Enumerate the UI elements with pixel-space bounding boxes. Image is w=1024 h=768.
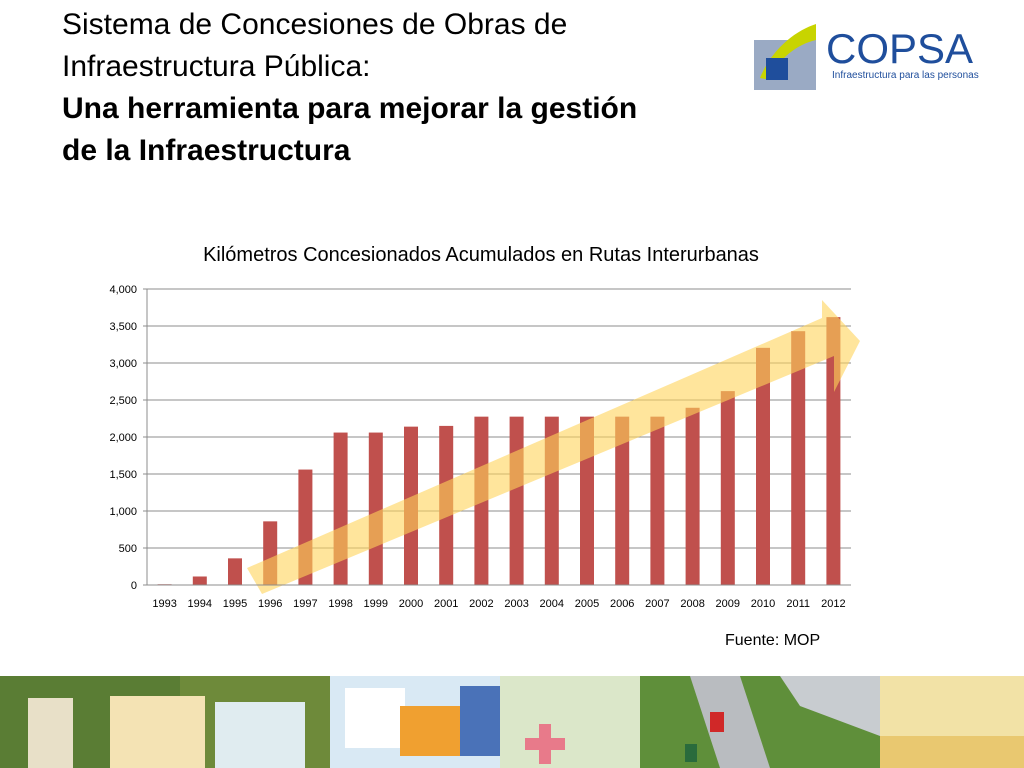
x-axis-ticks: 1993 1994 1995 1996 1997 1998 1999 2000 2001 2002… xyxy=(152,598,845,610)
x-tick-label: 2000 xyxy=(399,598,423,610)
x-tick-label: 2009 xyxy=(716,598,740,610)
bar-2007 xyxy=(650,416,665,585)
bar-2003 xyxy=(509,416,524,585)
x-tick-label: 2010 xyxy=(751,598,775,610)
x-tick-label: 2003 xyxy=(504,598,528,610)
x-tick-label: 2012 xyxy=(821,598,845,610)
subtitle-line-1: Una herramienta para mejorar la gestión xyxy=(62,92,638,125)
y-tick-label: 1,500 xyxy=(109,469,137,481)
bar-2011 xyxy=(791,331,806,585)
y-tick-label: 2,000 xyxy=(109,432,137,444)
bar-2010 xyxy=(756,347,770,585)
x-tick-label: 2011 xyxy=(786,598,810,610)
trend-arrow xyxy=(247,300,860,594)
title-line-1: Sistema de Concesiones de Obras de xyxy=(62,8,568,41)
slide-title: Sistema de Concesiones de Obras de Infra… xyxy=(62,4,752,172)
y-axis-ticks: 0 500 1,000 1,500 2,000 2,500 3,000 3,500 4,000 xyxy=(109,284,147,592)
title-line-2: Infraestructura Pública: xyxy=(62,50,371,83)
bar-1999 xyxy=(368,432,383,585)
x-tick-label: 1998 xyxy=(328,598,352,610)
y-tick-label: 3,000 xyxy=(109,358,137,370)
trend-arrow-shape xyxy=(247,300,860,594)
source-note: Fuente: MOP xyxy=(725,632,821,649)
bar-2006 xyxy=(615,416,630,585)
copsa-logo: COPSA Infraestructura para las personas xyxy=(754,24,979,90)
x-tick-label: 1994 xyxy=(188,598,212,610)
x-tick-label: 2004 xyxy=(540,598,564,610)
x-tick-label: 2001 xyxy=(434,598,458,610)
x-tick-label: 1997 xyxy=(293,598,317,610)
y-tick-label: 3,500 xyxy=(109,321,137,333)
x-tick-label: 2008 xyxy=(680,598,704,610)
decorative-banner xyxy=(0,676,1024,768)
y-tick-label: 0 xyxy=(131,580,137,592)
x-tick-label: 1996 xyxy=(258,598,282,610)
x-tick-label: 1995 xyxy=(223,598,247,610)
y-tick-label: 4,000 xyxy=(109,284,137,296)
y-tick-label: 1,000 xyxy=(109,506,137,518)
x-tick-label: 2007 xyxy=(645,598,669,610)
x-tick-label: 1999 xyxy=(364,598,388,610)
axes xyxy=(146,289,851,586)
bar-1994 xyxy=(192,576,207,585)
chart-title: Kilómetros Concesionados Acumulados en R… xyxy=(203,244,759,266)
bar-1995 xyxy=(228,558,242,585)
logo-text: COPSA xyxy=(826,25,973,72)
subtitle-line-2: de la Infraestructura xyxy=(62,134,351,167)
bar-2009 xyxy=(720,391,735,585)
x-tick-label: 2002 xyxy=(469,598,493,610)
bar-2008 xyxy=(685,407,700,585)
y-tick-label: 2,500 xyxy=(109,395,137,407)
x-tick-label: 1993 xyxy=(152,598,176,610)
logo-tagline: Infraestructura para las personas xyxy=(832,70,979,81)
x-tick-label: 2006 xyxy=(610,598,634,610)
y-tick-label: 500 xyxy=(119,543,137,555)
x-tick-label: 2005 xyxy=(575,598,599,610)
grid-lines xyxy=(147,288,851,586)
